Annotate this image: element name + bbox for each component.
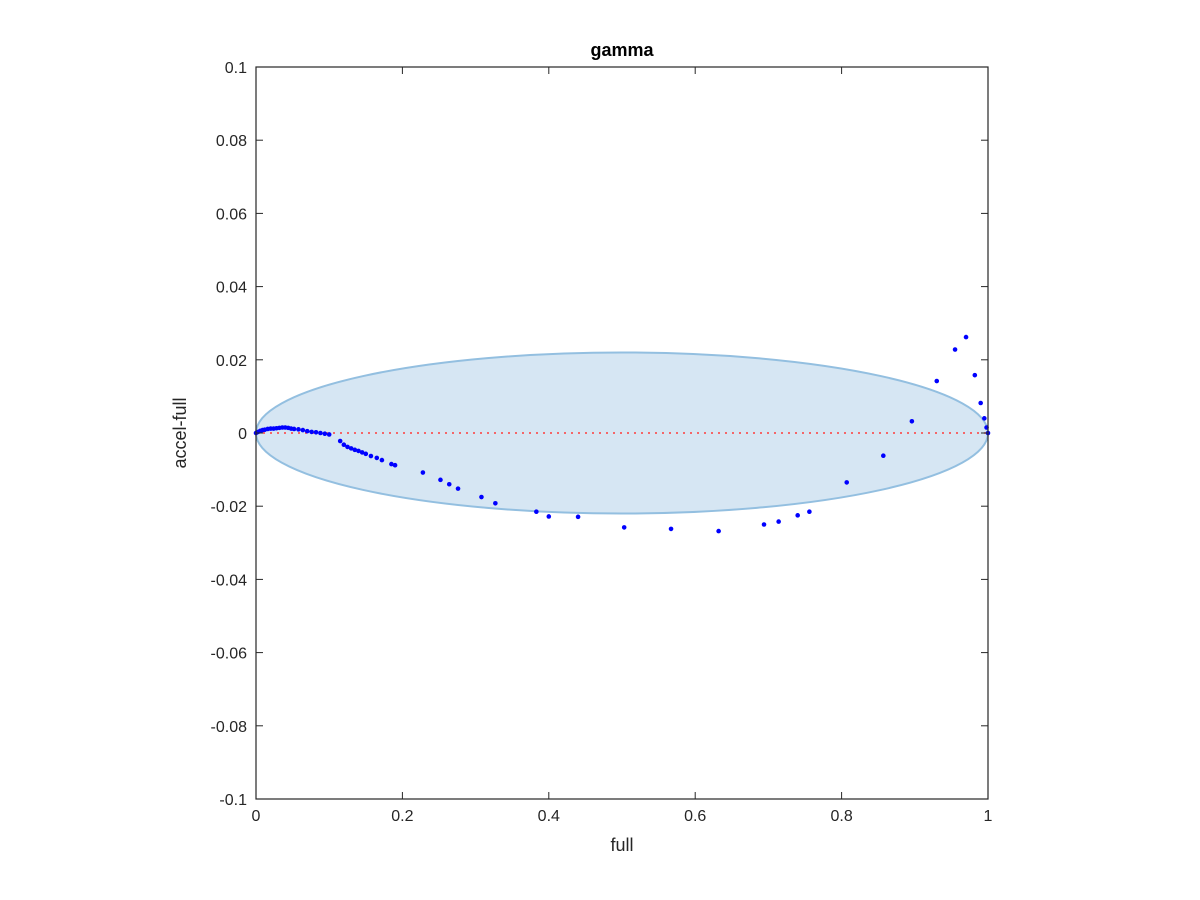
data-point bbox=[368, 453, 374, 459]
data-point bbox=[575, 514, 581, 520]
data-point bbox=[322, 431, 328, 437]
data-point bbox=[348, 446, 354, 451]
y-tick-label: 0 bbox=[238, 426, 247, 443]
plot-area: 0 0.2 0.4 0.6 0.8 1 -0.1-0.08-0.06-0.04-0.020… bbox=[211, 60, 993, 825]
data-point bbox=[493, 500, 498, 506]
data-point bbox=[420, 470, 426, 475]
data-point bbox=[844, 480, 850, 485]
x-axis: 0 0.2 0.4 0.6 0.8 1 bbox=[252, 67, 993, 825]
chart-title: gamma bbox=[590, 40, 654, 60]
data-point bbox=[313, 429, 319, 435]
data-point bbox=[446, 481, 452, 487]
data-point bbox=[438, 477, 443, 483]
y-tick-label: -0.04 bbox=[211, 572, 248, 589]
data-point bbox=[972, 372, 978, 378]
x-tick-label: 0.4 bbox=[538, 808, 560, 825]
data-point bbox=[621, 525, 627, 530]
data-point bbox=[952, 347, 958, 352]
data-point bbox=[318, 430, 323, 436]
data-point bbox=[934, 378, 940, 384]
data-point bbox=[291, 426, 297, 432]
y-tick-label: -0.08 bbox=[211, 719, 248, 736]
x-axis-label: full bbox=[610, 835, 633, 855]
data-point bbox=[776, 519, 781, 524]
y-tick-label: 0.04 bbox=[216, 280, 247, 297]
data-point bbox=[761, 522, 767, 527]
data-point bbox=[546, 514, 552, 519]
data-point bbox=[304, 428, 310, 434]
data-point bbox=[296, 427, 301, 432]
data-point bbox=[389, 461, 394, 467]
data-point bbox=[479, 494, 484, 500]
data-point bbox=[309, 429, 314, 435]
y-tick-label: -0.06 bbox=[211, 646, 248, 663]
y-axis-label: accel-full bbox=[170, 397, 190, 468]
data-point bbox=[716, 528, 721, 534]
data-point bbox=[326, 432, 332, 437]
y-tick-label: 0.1 bbox=[225, 60, 247, 77]
data-point bbox=[341, 442, 347, 448]
data-point bbox=[337, 438, 343, 444]
data-point bbox=[807, 509, 812, 514]
data-point bbox=[909, 418, 915, 424]
data-point bbox=[345, 444, 350, 450]
data-point bbox=[978, 400, 983, 406]
data-point bbox=[392, 462, 398, 468]
data-point bbox=[356, 448, 361, 454]
x-tick-label: 1 bbox=[984, 808, 993, 825]
data-point bbox=[982, 416, 987, 421]
data-point bbox=[363, 451, 369, 457]
data-point bbox=[534, 509, 539, 514]
x-tick-label: 0.8 bbox=[830, 808, 852, 825]
data-point bbox=[300, 427, 306, 433]
data-point bbox=[374, 455, 380, 461]
y-tick-label: 0.02 bbox=[216, 353, 247, 370]
data-point bbox=[352, 447, 358, 453]
y-tick-label: 0.08 bbox=[216, 133, 247, 150]
data-point bbox=[963, 334, 969, 340]
y-tick-label: -0.02 bbox=[211, 499, 248, 516]
data-point bbox=[881, 453, 886, 458]
y-tick-label: 0.06 bbox=[216, 206, 247, 223]
x-tick-label: 0.2 bbox=[391, 808, 413, 825]
x-tick-label: 0.6 bbox=[684, 808, 706, 825]
y-axis: -0.1 -0.08 -0.06 -0.04 -0.02 0 0.02 0.04 0.06 0.0… bbox=[211, 60, 988, 809]
data-point bbox=[379, 457, 385, 463]
y-tick-label: -0.1 bbox=[219, 792, 247, 809]
data-point bbox=[668, 526, 674, 532]
data-point bbox=[359, 450, 365, 455]
x-tick-label: 0 bbox=[252, 808, 261, 825]
data-point bbox=[795, 513, 800, 518]
data-point bbox=[455, 486, 461, 491]
